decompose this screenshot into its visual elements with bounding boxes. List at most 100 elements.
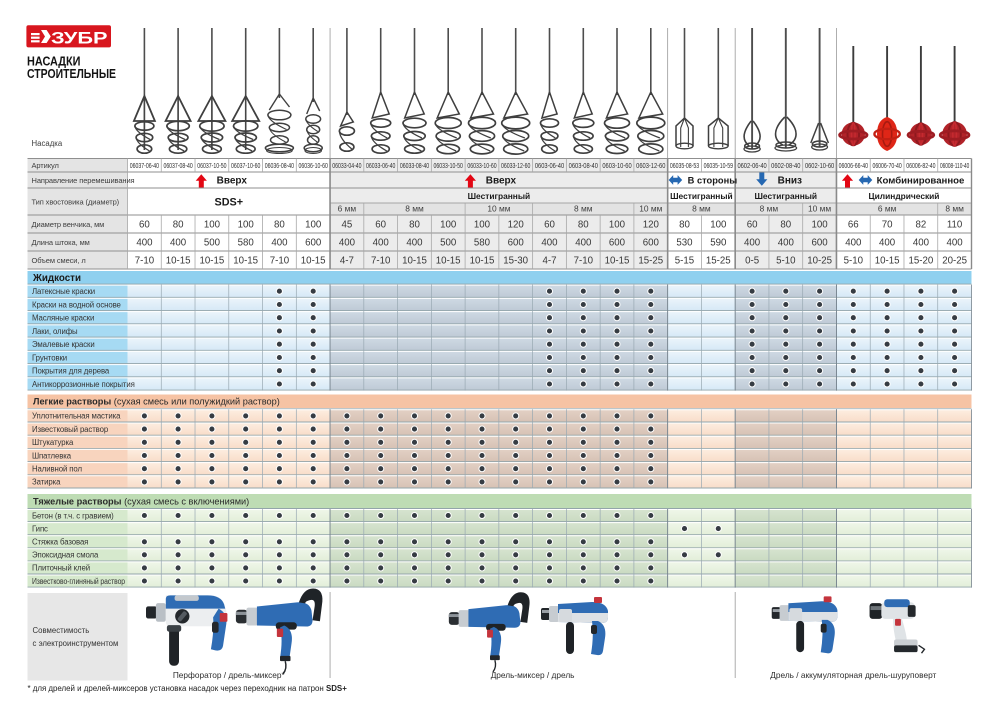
svg-text:120: 120 <box>508 219 525 230</box>
svg-text:Известково-глиняный раствор: Известково-глиняный раствор <box>32 577 126 586</box>
svg-text:10 мм: 10 мм <box>639 204 662 214</box>
svg-text:100: 100 <box>609 219 626 230</box>
svg-text:10-15: 10-15 <box>301 255 326 266</box>
svg-text:НАСАДКИ: НАСАДКИ <box>27 53 81 68</box>
svg-text:06037-10-60: 06037-10-60 <box>231 161 260 170</box>
svg-text:400: 400 <box>136 237 153 248</box>
svg-text:15-25: 15-25 <box>706 255 731 266</box>
svg-text:06008-110-40: 06008-110-40 <box>940 161 969 170</box>
svg-text:400: 400 <box>879 237 896 248</box>
svg-text:Антикоррозионные покрытия: Антикоррозионные покрытия <box>32 380 135 389</box>
svg-text:100: 100 <box>204 219 221 230</box>
svg-text:580: 580 <box>474 237 491 248</box>
svg-text:15-20: 15-20 <box>909 255 934 266</box>
svg-text:0603-10-60: 0603-10-60 <box>602 161 631 170</box>
svg-text:80: 80 <box>173 219 184 230</box>
svg-text:60: 60 <box>139 219 150 230</box>
svg-text:06036-08-40: 06036-08-40 <box>265 161 294 170</box>
svg-text:Краски на водной основе: Краски на водной основе <box>32 300 121 309</box>
svg-text:Насадка: Насадка <box>32 139 63 148</box>
svg-text:Жидкости: Жидкости <box>32 273 81 284</box>
svg-text:Вверх: Вверх <box>217 176 248 187</box>
svg-text:400: 400 <box>271 237 288 248</box>
svg-text:10-15: 10-15 <box>436 255 461 266</box>
svg-text:10-15: 10-15 <box>402 255 427 266</box>
svg-text:110: 110 <box>947 219 963 230</box>
svg-text:100: 100 <box>710 219 727 230</box>
svg-text:60: 60 <box>375 219 386 230</box>
svg-text:Направление перемешивания: Направление перемешивания <box>32 176 135 185</box>
svg-text:0602-08-40: 0602-08-40 <box>771 161 800 170</box>
svg-text:10-15: 10-15 <box>605 255 630 266</box>
svg-text:Известковый раствор: Известковый раствор <box>32 425 109 434</box>
svg-text:06006-82-40: 06006-82-40 <box>906 161 935 170</box>
svg-text:06035-10-59: 06035-10-59 <box>704 161 733 170</box>
svg-text:Эмалевые краски: Эмалевые краски <box>32 340 95 349</box>
svg-text:06033-04-40: 06033-04-40 <box>332 161 361 170</box>
svg-text:100: 100 <box>440 219 457 230</box>
svg-text:СТРОИТЕЛЬНЫЕ: СТРОИТЕЛЬНЫЕ <box>27 66 116 81</box>
svg-text:Легкие растворы (сухая смесь и: Легкие растворы (сухая смесь или полужид… <box>33 397 280 407</box>
svg-text:400: 400 <box>339 237 356 248</box>
svg-text:7-10: 7-10 <box>135 255 155 266</box>
svg-text:4-7: 4-7 <box>542 255 556 266</box>
svg-text:06006-70-40: 06006-70-40 <box>872 161 901 170</box>
svg-text:Плиточный клей: Плиточный клей <box>32 564 90 573</box>
svg-text:Дрель / аккумуляторная дрель-ш: Дрель / аккумуляторная дрель-шуруповерт <box>770 670 936 680</box>
svg-text:15-30: 15-30 <box>503 255 528 266</box>
svg-text:Покрытия для дерева: Покрытия для дерева <box>32 367 110 376</box>
svg-text:Уплотнительная мастика: Уплотнительная мастика <box>32 412 121 421</box>
svg-text:10-15: 10-15 <box>875 255 900 266</box>
svg-text:600: 600 <box>609 237 626 248</box>
svg-text:В стороны: В стороны <box>688 176 738 186</box>
svg-text:0603-12-60: 0603-12-60 <box>636 161 665 170</box>
svg-text:06033-08-40: 06033-08-40 <box>400 161 429 170</box>
svg-text:06033-10-50: 06033-10-50 <box>434 161 463 170</box>
svg-text:Эпоксидная смола: Эпоксидная смола <box>32 551 99 560</box>
svg-text:Гипс: Гипс <box>32 524 48 533</box>
svg-text:400: 400 <box>778 237 795 248</box>
svg-text:Шестигранный: Шестигранный <box>670 191 733 201</box>
svg-text:Совместимость: Совместимость <box>33 626 90 635</box>
svg-text:с электроинструментом: с электроинструментом <box>33 639 119 648</box>
svg-text:400: 400 <box>947 237 964 248</box>
svg-text:Вниз: Вниз <box>778 176 802 187</box>
svg-text:5-10: 5-10 <box>844 255 864 266</box>
svg-text:60: 60 <box>747 219 758 230</box>
svg-text:600: 600 <box>508 237 525 248</box>
svg-text:Лаки, олифы: Лаки, олифы <box>32 327 78 336</box>
svg-text:530: 530 <box>676 237 693 248</box>
svg-text:7-10: 7-10 <box>270 255 290 266</box>
svg-text:400: 400 <box>913 237 930 248</box>
svg-text:66: 66 <box>848 219 859 230</box>
svg-text:0603-06-40: 0603-06-40 <box>535 161 564 170</box>
svg-text:ЗУБР: ЗУБР <box>51 29 108 47</box>
svg-text:100: 100 <box>474 219 491 230</box>
svg-text:400: 400 <box>373 237 390 248</box>
svg-text:Тип хвостовика (диаметр): Тип хвостовика (диаметр) <box>32 197 120 206</box>
svg-text:Тяжелые растворы (сухая смесь: Тяжелые растворы (сухая смесь с включени… <box>33 497 249 507</box>
svg-text:400: 400 <box>406 237 423 248</box>
svg-text:6 мм: 6 мм <box>338 204 357 214</box>
svg-text:600: 600 <box>305 237 322 248</box>
svg-text:600: 600 <box>643 237 660 248</box>
svg-text:100: 100 <box>812 219 829 230</box>
svg-text:0-5: 0-5 <box>745 255 759 266</box>
svg-text:Цилиндрический: Цилиндрический <box>869 191 940 201</box>
svg-text:06036-10-60: 06036-10-60 <box>299 161 328 170</box>
svg-text:10-15: 10-15 <box>166 255 191 266</box>
svg-text:Длина штока, мм: Длина штока, мм <box>32 238 90 247</box>
svg-text:100: 100 <box>238 219 255 230</box>
svg-text:8 мм: 8 мм <box>574 204 593 214</box>
svg-text:8 мм: 8 мм <box>760 204 779 214</box>
svg-text:500: 500 <box>440 237 457 248</box>
svg-text:20-25: 20-25 <box>942 255 967 266</box>
svg-text:Шестигранный: Шестигранный <box>755 191 818 201</box>
svg-text:7-10: 7-10 <box>574 255 594 266</box>
svg-text:400: 400 <box>170 237 187 248</box>
svg-text:06037-06-40: 06037-06-40 <box>130 161 159 170</box>
svg-text:590: 590 <box>710 237 727 248</box>
svg-text:10-15: 10-15 <box>200 255 225 266</box>
svg-text:Грунтовки: Грунтовки <box>32 353 67 362</box>
svg-text:06037-10-50: 06037-10-50 <box>197 161 226 170</box>
